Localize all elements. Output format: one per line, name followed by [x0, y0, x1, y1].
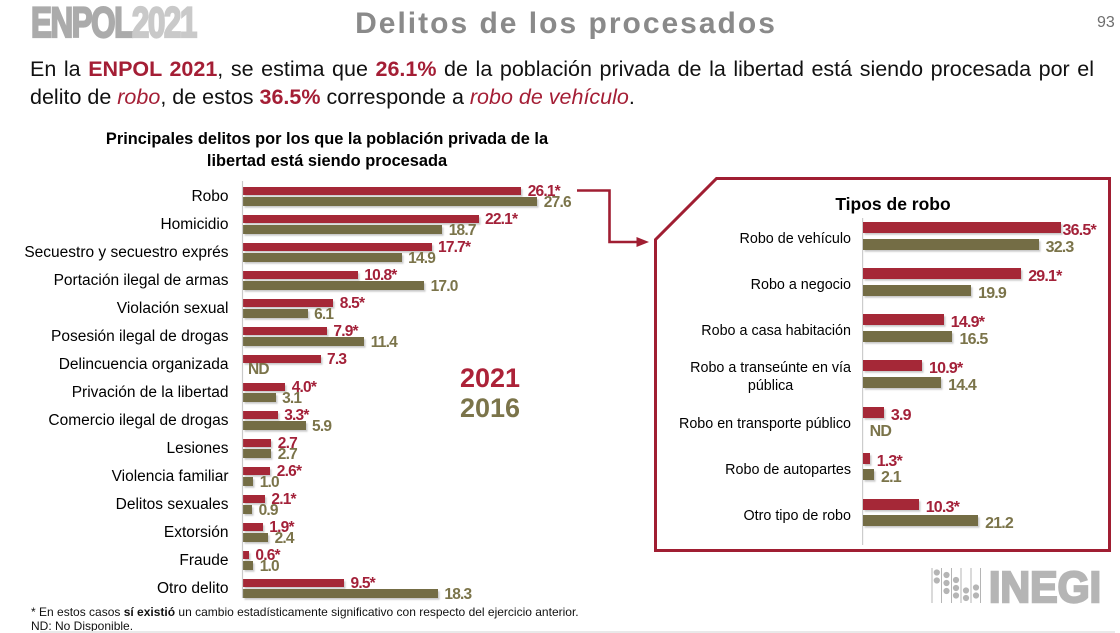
- svg-text:INEGI: INEGI: [989, 566, 1101, 606]
